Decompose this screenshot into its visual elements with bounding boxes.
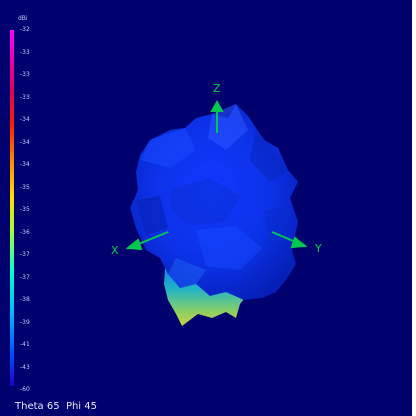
colorbar-tick-label: -36: [20, 228, 30, 236]
z-axis-label: Z: [213, 82, 221, 95]
pattern-shade-5: [196, 226, 262, 270]
colorbar-tick-label: -35: [20, 206, 30, 213]
colorbar-tick-label: -37: [20, 273, 30, 281]
x-axis-arrowhead: [125, 238, 143, 251]
pattern-shade-4: [170, 178, 240, 226]
pattern-shade-7: [264, 206, 292, 246]
y-axis-arrowhead: [290, 236, 308, 249]
phi-value: 45: [84, 401, 98, 412]
colorbar-tick-label: -33: [20, 71, 30, 78]
theta-label: Theta: [15, 401, 44, 412]
colorbar-tick-label: -34: [20, 138, 30, 146]
colorbar-tick-label: -37: [20, 251, 30, 258]
colorbar-tick-label: -33: [20, 48, 30, 56]
colorbar-tick-label: -39: [20, 318, 30, 326]
pattern-shade-6: [136, 196, 168, 236]
pattern-shade-1: [140, 128, 196, 168]
y-axis-label: Y: [314, 242, 322, 255]
colorbar-tick-label: -38: [20, 296, 30, 303]
colorbar-tick-label: -34: [20, 116, 30, 123]
colorbar-tick-label: -32: [20, 26, 30, 33]
colorbar-tick-label: -43: [20, 363, 30, 371]
x-axis-line: [135, 231, 169, 246]
phi-label: Phi: [65, 401, 82, 412]
colorbar-unit-label: dBi: [18, 15, 28, 22]
theta-value: 65: [46, 401, 60, 412]
view-angle-status: Theta 65 Phi 45: [15, 401, 97, 412]
colorbar-tick-label: -35: [20, 183, 30, 191]
pattern-shade-3: [250, 128, 288, 182]
colorbar-tick-label: -41: [20, 341, 30, 348]
colorbar-scale: [10, 30, 14, 386]
z-axis-arrowhead: [210, 99, 224, 112]
colorbar-tick-label: -34: [20, 161, 30, 168]
pattern-shade-8: [168, 258, 206, 288]
colorbar-tick-label: -60: [20, 386, 30, 393]
x-axis-label: X: [111, 244, 119, 257]
colorbar-tick-label: -33: [20, 93, 30, 101]
